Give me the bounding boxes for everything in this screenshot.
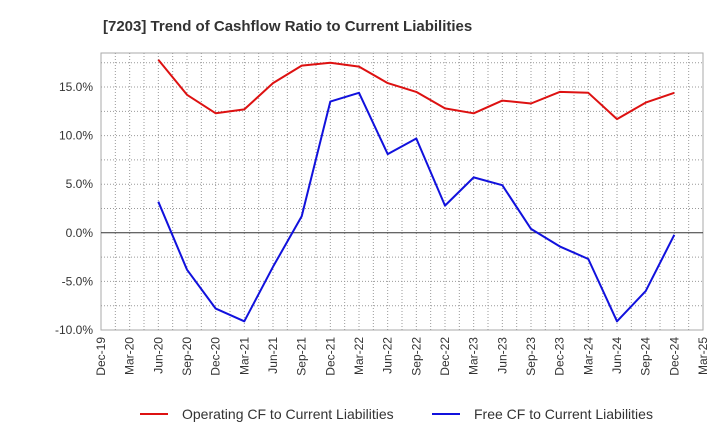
x-tick-label: Jun-24	[610, 337, 624, 374]
x-tick-label: Dec-20	[209, 337, 223, 376]
x-tick-label: Dec-19	[94, 337, 108, 376]
legend-label-free-cf: Free CF to Current Liabilities	[474, 406, 653, 422]
x-tick-label: Mar-24	[581, 337, 595, 375]
x-tick-label: Sep-24	[639, 337, 653, 376]
x-tick-label: Mar-25	[696, 337, 710, 375]
x-tick-label: Mar-23	[467, 337, 481, 375]
series-line-free-cf	[157, 91, 676, 323]
x-tick-label: Jun-21	[266, 337, 280, 374]
legend: Operating CF to Current Liabilities Free…	[140, 406, 653, 422]
y-tick-label: 0.0%	[66, 226, 94, 240]
y-tick-label: 10.0%	[59, 129, 93, 143]
x-tick-label: Dec-22	[438, 337, 452, 376]
series-line-operating-cf	[157, 59, 675, 121]
y-tick-label: 15.0%	[59, 80, 93, 94]
y-tick-label: -5.0%	[62, 274, 94, 288]
y-tick-label: -10.0%	[55, 323, 93, 337]
x-tick-label: Sep-22	[409, 337, 423, 376]
plot-area: 15.0% 10.0% 5.0% 0.0% -5.0% -10.0%Dec-19 Mar-2…	[55, 52, 710, 376]
x-tick-label: Sep-21	[295, 337, 309, 376]
x-tick-label: Mar-22	[352, 337, 366, 375]
legend-label-operating-cf: Operating CF to Current Liabilities	[182, 406, 394, 422]
x-tick-label: Dec-24	[667, 337, 681, 376]
x-tick-label: Jun-22	[381, 337, 395, 374]
x-tick-label: Dec-21	[323, 337, 337, 376]
x-tick-label: Mar-20	[123, 337, 137, 375]
x-tick-label: Jun-23	[495, 337, 509, 374]
chart-title: [7203] Trend of Cashflow Ratio to Curren…	[103, 18, 472, 35]
x-tick-label: Sep-20	[180, 337, 194, 376]
x-tick-label: Mar-21	[237, 337, 251, 375]
x-tick-label: Sep-23	[524, 337, 538, 376]
x-tick-label: Dec-23	[553, 337, 567, 376]
x-tick-label: Jun-20	[151, 337, 165, 374]
y-tick-label: 5.0%	[66, 177, 94, 191]
